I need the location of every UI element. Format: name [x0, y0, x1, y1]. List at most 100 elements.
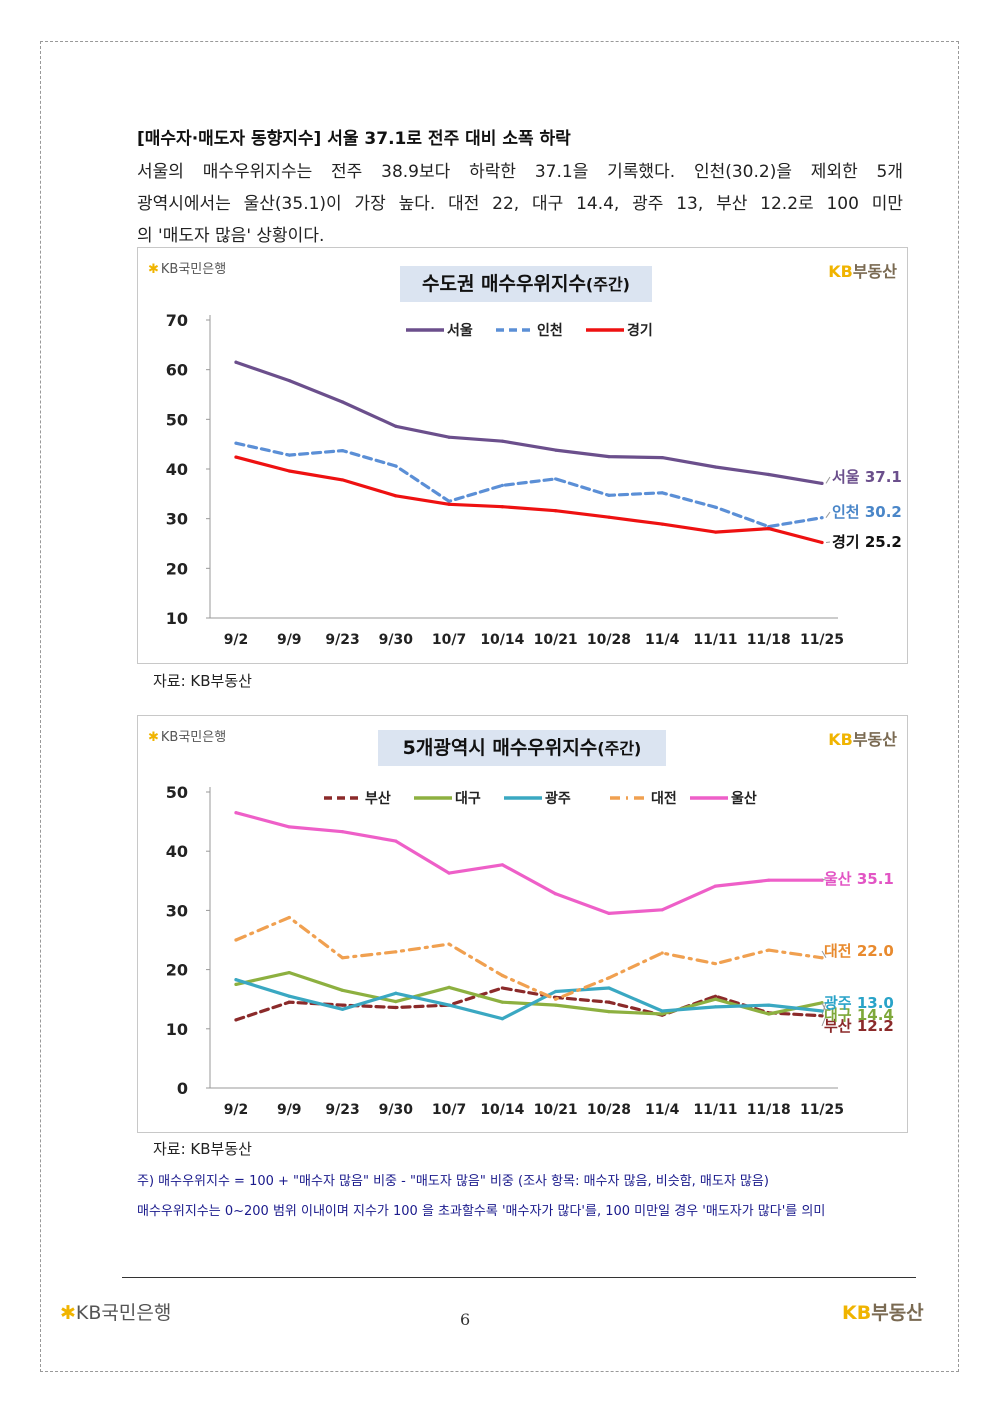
chart-title: 5개광역시 매수우위지수(주간)	[378, 730, 666, 766]
data-point-경기-11/11	[713, 530, 718, 534]
y-tick-label: 0	[177, 1079, 188, 1098]
data-point-인천-9/23	[340, 449, 345, 453]
data-point-서울-11/4	[660, 455, 664, 460]
data-point-광주-11/18	[767, 1003, 771, 1007]
data-point-대전-10/28	[607, 976, 611, 980]
page-border	[40, 41, 959, 1372]
data-point-서울-10/7	[447, 435, 451, 439]
end-label-connector	[825, 541, 831, 544]
series-line-대전	[234, 915, 824, 1001]
data-point-대구-10/14	[500, 1000, 504, 1004]
x-tick-label: 11/18	[747, 632, 791, 648]
source-label: 자료: KB부동산	[153, 672, 252, 690]
data-point-부산-9/9	[287, 1000, 291, 1004]
footer-kb-bank-logo: ✱KB국민은행	[60, 1302, 172, 1324]
data-point-광주-11/25	[820, 1009, 824, 1013]
end-label-connector	[825, 511, 831, 518]
data-point-대전-10/14	[500, 973, 504, 978]
y-tick-label: 50	[166, 410, 188, 429]
data-point-울산-11/11	[713, 884, 718, 888]
end-label-connector	[821, 950, 827, 959]
data-point-서울-9/23	[340, 400, 345, 404]
end-value-label-대전: 대전 22.0	[824, 942, 894, 960]
data-point-울산-11/4	[660, 908, 664, 912]
data-point-울산-10/28	[607, 911, 611, 915]
data-point-대전-9/2	[234, 938, 238, 942]
data-point-울산-9/2	[234, 811, 238, 815]
data-point-대구-10/7	[447, 985, 451, 989]
series-line-광주	[234, 978, 824, 1021]
data-point-서울-10/14	[500, 439, 504, 443]
series-line-인천	[234, 441, 824, 529]
x-tick-label: 9/2	[224, 632, 249, 648]
data-point-대구-9/23	[340, 988, 345, 992]
series-line-경기	[234, 455, 824, 545]
data-point-광주-9/30	[394, 991, 398, 995]
kb-star-icon: ✱	[148, 262, 159, 277]
footer-kb-realestate-logo: KB부동산	[842, 1302, 924, 1324]
x-tick-label: 9/23	[325, 632, 359, 648]
data-point-광주-10/14	[500, 1017, 504, 1021]
data-point-서울-11/25	[820, 481, 824, 486]
data-point-경기-9/30	[394, 494, 398, 498]
footnote-line-2: 매수우위지수는 0~200 범위 이내이며 지수가 100 을 초과할수록 '매…	[137, 1204, 826, 1219]
data-point-부산-9/30	[394, 1005, 398, 1010]
x-tick-label: 10/28	[587, 1102, 631, 1118]
data-point-대전-9/23	[340, 956, 345, 960]
series-line-울산	[234, 811, 824, 915]
end-label-connector	[825, 476, 831, 484]
kb-bank-logo: ✱ KB국민은행	[148, 262, 227, 277]
data-point-대구-11/18	[767, 1012, 771, 1016]
data-point-부산-10/14	[500, 986, 504, 990]
x-tick-label: 11/18	[747, 1102, 791, 1118]
end-value-label-서울: 서울 37.1	[832, 468, 902, 486]
data-point-대전-11/4	[660, 951, 664, 955]
data-point-광주-9/23	[340, 1007, 345, 1011]
chart-plot: 10 20 30 40 50 60 70 9/2 9/9 9/23 9/30 10/7 10/14 10/…	[166, 311, 902, 648]
kb-bank-logo: ✱ KB국민은행	[148, 730, 227, 745]
data-point-서울-11/18	[767, 472, 771, 477]
chart-plot: 0 10 20 30 40 50 9/2 9/9 9/23 9/30 10/7 10/14 10/21 1…	[166, 783, 894, 1118]
data-point-인천-11/25	[820, 516, 824, 520]
x-tick-label: 10/21	[534, 1102, 578, 1118]
data-point-광주-9/2	[234, 978, 238, 982]
data-point-울산-11/18	[767, 878, 771, 882]
legend-label-대전: 대전	[651, 790, 677, 807]
x-tick-label: 10/21	[534, 632, 578, 648]
data-point-경기-10/28	[607, 515, 611, 519]
data-point-울산-9/9	[287, 825, 291, 829]
data-point-대구-10/28	[607, 1010, 611, 1014]
paragraph-line-1: 서울의 매수우위지수는 전주 38.9보다 하락한 37.1을 기록했다. 인천…	[137, 162, 903, 182]
y-tick-label: 50	[166, 783, 188, 802]
data-point-인천-11/11	[713, 505, 718, 509]
data-point-인천-11/4	[660, 491, 664, 495]
data-point-대전-10/7	[447, 942, 451, 946]
data-point-서울-10/28	[607, 454, 611, 459]
data-point-경기-10/21	[554, 509, 558, 513]
data-point-대전-11/11	[713, 962, 718, 966]
x-tick-label: 11/11	[693, 632, 737, 648]
footer-divider	[122, 1277, 916, 1278]
page-number: 6	[460, 1310, 471, 1329]
legend-label-서울: 서울	[447, 322, 473, 339]
end-value-label-울산: 울산 35.1	[824, 870, 894, 888]
legend-label-대구: 대구	[455, 791, 481, 807]
data-point-서울-9/30	[394, 424, 398, 428]
x-tick-label: 9/30	[379, 632, 414, 648]
y-tick-label: 30	[166, 510, 188, 529]
y-tick-label: 30	[166, 901, 188, 920]
data-point-인천-10/7	[447, 499, 451, 503]
series-line-부산	[234, 986, 824, 1022]
y-tick-label: 20	[166, 961, 188, 980]
x-tick-label: 11/25	[800, 632, 844, 648]
y-tick-label: 10	[166, 1020, 188, 1039]
x-tick-label: 10/14	[480, 632, 524, 648]
end-value-label-인천: 인천 30.2	[832, 503, 902, 521]
end-value-label-부산: 부산 12.2	[824, 1017, 894, 1035]
x-tick-label: 9/2	[224, 1102, 249, 1118]
x-tick-label: 10/14	[480, 1102, 524, 1118]
y-tick-label: 70	[166, 311, 188, 330]
data-point-경기-9/23	[340, 478, 345, 482]
chart-title: 수도권 매수우위지수(주간)	[400, 266, 652, 302]
data-point-대전-11/25	[820, 956, 824, 960]
